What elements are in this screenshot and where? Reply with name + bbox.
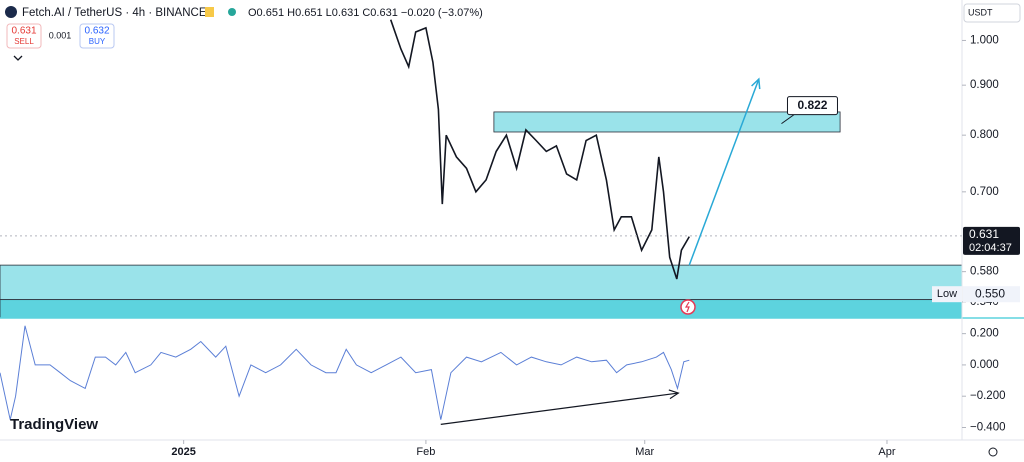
currency-button[interactable] bbox=[963, 3, 1021, 23]
buy-label: BUY bbox=[89, 37, 106, 46]
y-tick-label: −0.400 bbox=[970, 422, 1006, 434]
symbol-icon bbox=[5, 6, 17, 18]
y-tick-label: 0.580 bbox=[970, 266, 999, 278]
spread: 0.001 bbox=[49, 30, 72, 40]
branding: TradingView bbox=[10, 416, 98, 433]
plot bbox=[0, 19, 690, 420]
sell-button[interactable] bbox=[6, 23, 42, 49]
series-line bbox=[0, 325, 690, 420]
low-value-box bbox=[963, 286, 1020, 303]
flag-icon bbox=[205, 7, 214, 17]
low-box bbox=[932, 286, 962, 303]
x-tick-label: 2025 bbox=[171, 446, 195, 458]
x-tick-label: Feb bbox=[416, 446, 435, 458]
y-tick-label: 0.200 bbox=[970, 328, 999, 340]
y-tick-label: 0.900 bbox=[970, 79, 999, 91]
y-tick-label: −0.200 bbox=[970, 390, 1006, 402]
event-glyph bbox=[684, 301, 690, 313]
arrow-head bbox=[668, 389, 680, 400]
zone bbox=[493, 111, 841, 133]
last-price-label: 0.631 bbox=[969, 227, 999, 241]
low-label: Low bbox=[937, 288, 957, 300]
y-tick-label: 0.800 bbox=[970, 129, 999, 141]
zone bbox=[0, 299, 963, 319]
callout-box bbox=[786, 96, 838, 116]
y-tick-label: 0.000 bbox=[970, 359, 999, 371]
ohlc: O0.651 H0.651 L0.631 C0.631 −0.020 (−3.0… bbox=[248, 7, 483, 19]
arrow-line bbox=[440, 392, 679, 425]
currency: USDT bbox=[968, 7, 993, 17]
status-dot bbox=[228, 8, 236, 16]
arrow-line bbox=[688, 78, 760, 266]
y-tick-label: 0.700 bbox=[970, 186, 999, 198]
series-line bbox=[389, 19, 690, 280]
y-tick-label: 1.000 bbox=[970, 34, 999, 46]
target-label: 0.822 bbox=[797, 98, 827, 112]
sell-label: SELL bbox=[14, 37, 34, 46]
zones bbox=[0, 111, 963, 319]
buy-button[interactable] bbox=[79, 23, 115, 49]
buy-price: 0.632 bbox=[84, 26, 109, 37]
x-tick-label: Mar bbox=[635, 446, 654, 458]
symbol: Fetch.AI / TetherUS · 4h · BINANCE bbox=[22, 7, 207, 19]
settings-icon[interactable] bbox=[988, 447, 998, 457]
low-value: 0.550 bbox=[975, 286, 1005, 300]
countdown: 02:04:37 bbox=[969, 242, 1012, 254]
collapse-icon[interactable] bbox=[13, 55, 23, 61]
zone bbox=[0, 264, 963, 301]
last-price-box bbox=[963, 226, 1020, 255]
x-tick-label: Apr bbox=[878, 446, 895, 458]
arrow-head bbox=[751, 77, 761, 90]
sell-price: 0.631 bbox=[11, 26, 36, 37]
callout-pointer bbox=[781, 113, 796, 125]
